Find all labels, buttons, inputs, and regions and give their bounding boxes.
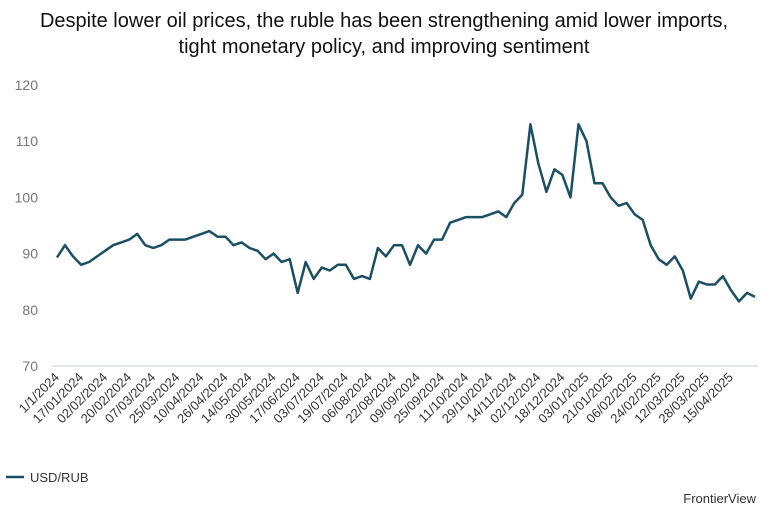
source: FrontierView [683, 491, 756, 506]
y-tick-label: 100 [15, 189, 39, 205]
legend-label: USD/RUB [30, 470, 89, 485]
line-series [55, 123, 756, 303]
y-tick-label: 120 [15, 77, 39, 93]
y-tick-label: 80 [22, 302, 38, 318]
y-tick-label: 110 [16, 133, 39, 149]
y-tick-label: 70 [22, 358, 38, 374]
y-tick-label: 90 [22, 246, 38, 262]
chart-title: Despite lower oil prices, the ruble has … [39, 10, 729, 58]
